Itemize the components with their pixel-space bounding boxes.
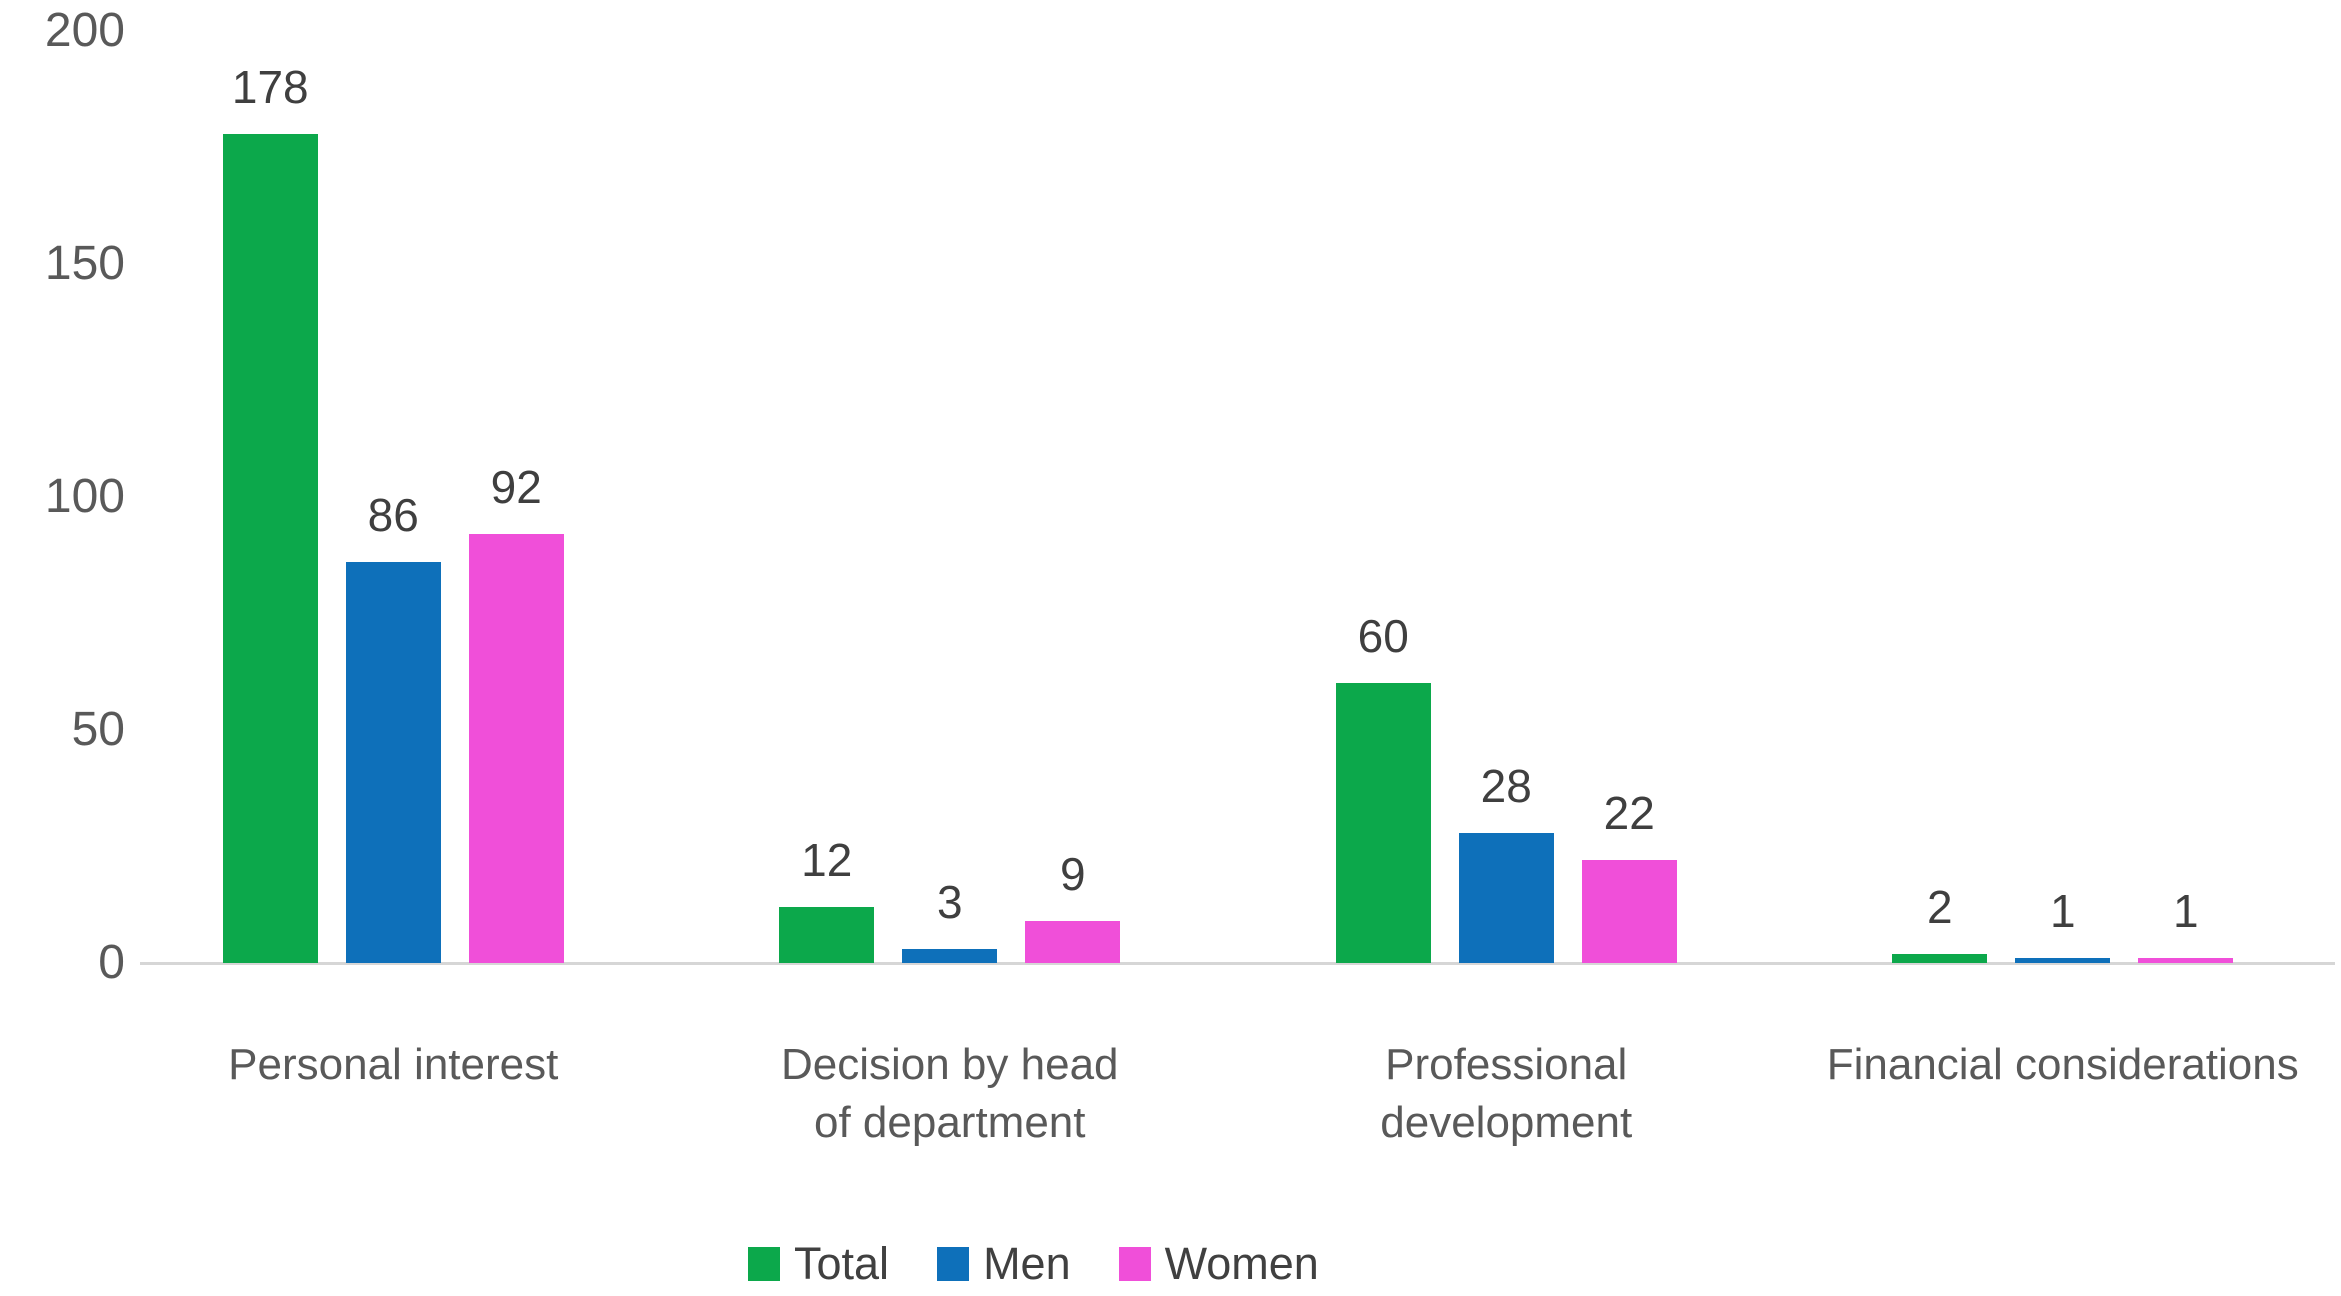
legend-label: Total [794,1238,890,1289]
legend-item-women: Women [1118,1238,1319,1289]
bar-wrap: 60 [1335,610,1431,963]
y-axis: 0 50 100 150 200 [0,0,135,1296]
bar-value-label: 60 [1357,610,1409,663]
legend-swatch-icon [1118,1247,1151,1281]
category-label: Personal interest [228,1040,559,1089]
bar-wrap: 9 [1025,848,1121,963]
bar-wrap: 92 [468,461,564,963]
category-label: Professional development [1380,1040,1633,1147]
bar-men [902,949,998,963]
bar-wrap: 178 [222,60,318,963]
legend-item-total: Total [748,1240,889,1288]
bar-total [222,133,318,963]
bar-women [1025,921,1121,963]
bar-value-label: 92 [490,461,542,514]
bar-group: 12 3 9 [672,31,1229,963]
bar-wrap: 86 [345,489,441,963]
bar-total [1335,683,1431,963]
bar-wrap: 22 [1581,787,1677,963]
bar-value-label: 1 [2172,885,2199,938]
y-tick-label: 200 [44,4,125,57]
legend-item-men: Men [937,1240,1071,1288]
bar-value-label: 2 [1926,880,1953,933]
y-tick-label: 0 [98,936,125,989]
category-label: Financial considerations [1826,1040,2299,1089]
bar-group: 2 1 1 [1785,31,2341,963]
bar-wrap: 1 [2015,885,2111,963]
legend-label: Women [1164,1238,1319,1289]
bar-men [345,562,441,963]
bar-men [1458,832,1554,963]
bar-value-label: 178 [231,60,309,113]
bar-value-label: 1 [2049,885,2076,938]
bar-value-label: 9 [1059,848,1086,901]
y-tick-label: 150 [44,237,125,290]
y-tick-label: 100 [44,470,125,523]
bar-groups: 178 86 92 12 3 9 60 28 22 2 1 1 [115,31,2341,963]
bar-wrap: 2 [1892,880,1988,963]
bar-wrap: 1 [2138,885,2234,963]
bar-value-label: 22 [1603,787,1655,840]
bar-group: 178 86 92 [115,31,672,963]
bar-women [2138,958,2234,963]
bar-women [468,534,564,963]
category-label: Decision by head of department [780,1040,1119,1147]
bar-value-label: 12 [801,834,853,887]
bar-wrap: 28 [1458,759,1554,963]
bar-women [1581,860,1677,963]
bar-group: 60 28 22 [1228,31,1785,963]
bar-wrap: 12 [779,834,875,963]
bar-total [779,907,875,963]
bar-wrap: 3 [902,876,998,963]
bar-total [1892,953,1988,963]
legend: Total Men Women [748,1240,1319,1288]
legend-label: Men [983,1238,1071,1289]
legend-swatch-icon [937,1247,970,1281]
bar-men [2015,958,2111,963]
y-tick-label: 50 [71,703,125,756]
bar-value-label: 3 [936,876,963,929]
x-axis-line [140,962,2335,965]
legend-swatch-icon [748,1247,780,1281]
category-axis: Personal interest Decision by head of dep… [115,1036,2341,1152]
bar-value-label: 28 [1480,759,1532,812]
bar-value-label: 86 [367,489,419,542]
